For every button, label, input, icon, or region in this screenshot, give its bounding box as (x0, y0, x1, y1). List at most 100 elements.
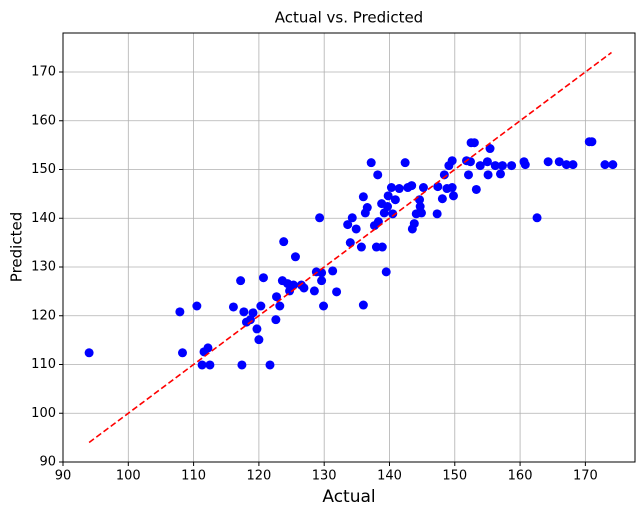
x-tick-label: 110 (181, 469, 206, 484)
point (433, 182, 443, 192)
point (245, 315, 255, 325)
point (485, 144, 495, 154)
point (495, 169, 505, 179)
point (228, 302, 238, 312)
point (175, 307, 185, 317)
point (252, 324, 262, 334)
point (319, 301, 329, 311)
point (288, 280, 298, 290)
point (279, 237, 289, 247)
point (386, 183, 396, 193)
point (381, 267, 391, 277)
point (439, 170, 449, 180)
point (275, 301, 285, 311)
x-tick-label: 170 (573, 469, 598, 484)
point (532, 213, 542, 223)
point (475, 161, 485, 171)
point (469, 138, 479, 148)
point (543, 157, 553, 167)
point (254, 335, 264, 345)
point (272, 292, 282, 302)
point (239, 307, 249, 317)
point (347, 213, 357, 223)
point (407, 181, 417, 191)
point (377, 242, 387, 252)
point (465, 157, 475, 167)
point (520, 160, 530, 170)
point (351, 224, 361, 234)
point (608, 160, 618, 170)
y-tick-label: 160 (31, 113, 56, 128)
point (497, 161, 507, 171)
point (490, 161, 500, 171)
x-tick-label: 100 (116, 469, 141, 484)
point (362, 203, 372, 213)
point (600, 160, 610, 170)
point (315, 213, 325, 223)
point (447, 156, 457, 166)
point (258, 273, 268, 283)
point (271, 315, 281, 325)
point (447, 183, 457, 193)
point (471, 184, 481, 194)
point (192, 301, 202, 311)
plot-frame (62, 32, 636, 463)
point (265, 360, 275, 370)
point (432, 209, 442, 219)
y-tick-label: 90 (39, 455, 56, 470)
point (416, 208, 426, 218)
reference-line (88, 51, 612, 444)
chart-title: Actual vs. Predicted (275, 9, 423, 27)
point (400, 158, 410, 168)
point (394, 184, 404, 194)
point (332, 287, 342, 297)
point (358, 300, 368, 310)
point (197, 360, 207, 370)
x-tick-label: 90 (55, 469, 72, 484)
point (236, 276, 246, 286)
point (203, 343, 213, 353)
y-tick-label: 140 (31, 211, 56, 226)
y-tick-label: 100 (31, 406, 56, 421)
y-tick-label: 110 (31, 357, 56, 372)
x-tick-label: 120 (246, 469, 271, 484)
y-tick-label: 150 (31, 162, 56, 177)
point (309, 286, 319, 296)
point (328, 266, 338, 276)
y-tick-label: 120 (31, 308, 56, 323)
point (390, 195, 400, 205)
x-axis-label: Actual (322, 487, 375, 507)
point (437, 194, 447, 204)
point (418, 183, 428, 193)
point (317, 268, 327, 278)
point (358, 192, 368, 202)
point (409, 219, 419, 229)
point (561, 160, 571, 170)
point (290, 252, 300, 262)
point (84, 348, 94, 358)
point (483, 170, 493, 180)
y-tick-label: 170 (31, 65, 56, 80)
point (299, 283, 309, 293)
point (366, 158, 376, 168)
point (388, 209, 398, 219)
point (343, 220, 353, 230)
point (554, 157, 564, 167)
point (356, 242, 366, 252)
x-tick-label: 150 (442, 469, 467, 484)
x-tick-label: 140 (377, 469, 402, 484)
point (317, 276, 327, 286)
point (448, 191, 458, 201)
point (587, 137, 597, 147)
y-tick-label: 130 (31, 260, 56, 275)
y-axis-label: Predicted (8, 212, 26, 282)
point (383, 202, 393, 212)
x-tick-label: 160 (508, 469, 533, 484)
point (482, 157, 492, 167)
x-tick-label: 130 (312, 469, 337, 484)
point (507, 161, 517, 171)
point (205, 360, 215, 370)
point (383, 191, 393, 201)
point (237, 360, 247, 370)
